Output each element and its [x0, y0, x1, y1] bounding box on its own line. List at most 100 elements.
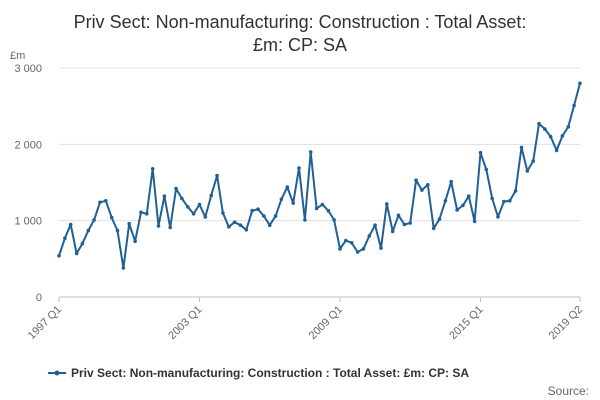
x-axis: 1997 Q1 2003 Q1 2009 Q1 2015 Q1 2019 Q2	[26, 297, 585, 342]
data-point	[420, 188, 424, 192]
data-point	[250, 208, 254, 213]
legend-point-marker	[54, 370, 60, 376]
data-point	[209, 193, 213, 198]
data-point	[455, 208, 459, 212]
y-tick-label: 1 000	[14, 216, 42, 228]
data-point	[443, 199, 448, 203]
data-point	[127, 221, 131, 226]
data-point	[385, 202, 389, 206]
data-point	[162, 194, 167, 198]
data-point	[180, 196, 184, 201]
x-tick-label: 2009 Q1	[307, 304, 345, 342]
data-point	[338, 247, 342, 251]
grid-lines: 0 1 000 2 000 3 000	[14, 63, 580, 304]
data-point	[267, 223, 272, 227]
data-point	[203, 215, 208, 219]
data-point	[156, 224, 161, 228]
data-point	[361, 247, 366, 251]
data-point	[326, 208, 331, 213]
data-point	[227, 225, 231, 229]
data-point	[262, 214, 266, 218]
data-point	[133, 239, 137, 244]
data-point	[150, 167, 155, 171]
data-point	[98, 200, 102, 205]
data-point	[57, 254, 61, 258]
data-point	[426, 183, 430, 187]
data-point	[273, 214, 278, 218]
data-point	[308, 150, 313, 154]
data-point	[513, 189, 518, 193]
data-point	[303, 218, 307, 222]
x-tick-label: 2003 Q1	[166, 304, 204, 342]
data-point	[291, 201, 296, 205]
data-point	[238, 223, 243, 227]
data-point	[92, 218, 96, 222]
data-point	[285, 185, 290, 189]
data-point	[414, 178, 418, 182]
data-point	[68, 222, 73, 227]
data-point	[449, 179, 454, 184]
x-tick-label: 2019 Q2	[547, 304, 585, 342]
data-point	[379, 246, 383, 250]
data-point	[221, 211, 225, 215]
legend-series-label: Priv Sect: Non-manufacturing: Constructi…	[71, 366, 469, 380]
data-point	[197, 202, 202, 207]
data-point	[572, 103, 576, 108]
data-point	[186, 205, 190, 209]
data-point	[373, 223, 377, 227]
data-point	[121, 266, 126, 270]
data-point	[74, 251, 79, 256]
data-point	[502, 199, 506, 204]
data-point	[139, 210, 143, 215]
data-point	[145, 212, 149, 216]
data-point	[537, 121, 541, 126]
data-point	[548, 134, 553, 139]
y-tick-label: 3 000	[14, 63, 42, 75]
data-point	[104, 199, 108, 203]
data-point	[332, 218, 336, 222]
data-point	[478, 150, 483, 155]
series-line	[58, 83, 581, 269]
data-point	[367, 234, 372, 238]
data-point	[525, 169, 530, 173]
data-point	[461, 203, 465, 208]
data-point	[484, 167, 489, 172]
data-point	[519, 145, 524, 150]
data-point	[314, 206, 319, 211]
data-point	[578, 81, 582, 86]
data-point	[109, 215, 114, 220]
data-point	[355, 250, 360, 254]
y-tick-label: 0	[36, 292, 42, 304]
data-point	[279, 197, 284, 202]
series-layer	[57, 81, 582, 270]
data-point	[390, 229, 395, 234]
data-point	[232, 220, 237, 224]
data-point	[560, 134, 565, 138]
data-point	[408, 221, 413, 225]
data-point	[244, 228, 249, 232]
data-point	[496, 215, 500, 219]
data-point	[467, 194, 471, 198]
chart-title-line-1: Priv Sect: Non-manufacturing: Constructi…	[74, 12, 527, 32]
x-tick-label: 2015 Q1	[447, 304, 485, 342]
data-point	[63, 236, 67, 240]
data-point	[86, 228, 91, 233]
data-point	[472, 219, 477, 224]
source-label: Source:	[548, 384, 589, 398]
data-point	[191, 212, 196, 216]
data-point	[431, 226, 436, 231]
data-point	[543, 127, 547, 131]
y-tick-label: 2 000	[14, 139, 42, 151]
data-point	[115, 228, 120, 233]
y-axis-unit-label: £m	[10, 50, 25, 62]
data-point	[80, 241, 85, 246]
data-point	[490, 196, 495, 201]
chart-title-line-2: £m: CP: SA	[253, 35, 347, 55]
data-point	[554, 148, 559, 153]
data-point	[396, 213, 401, 218]
data-point	[508, 199, 512, 203]
data-point	[215, 173, 219, 178]
data-point	[297, 166, 301, 170]
data-point	[566, 125, 571, 129]
